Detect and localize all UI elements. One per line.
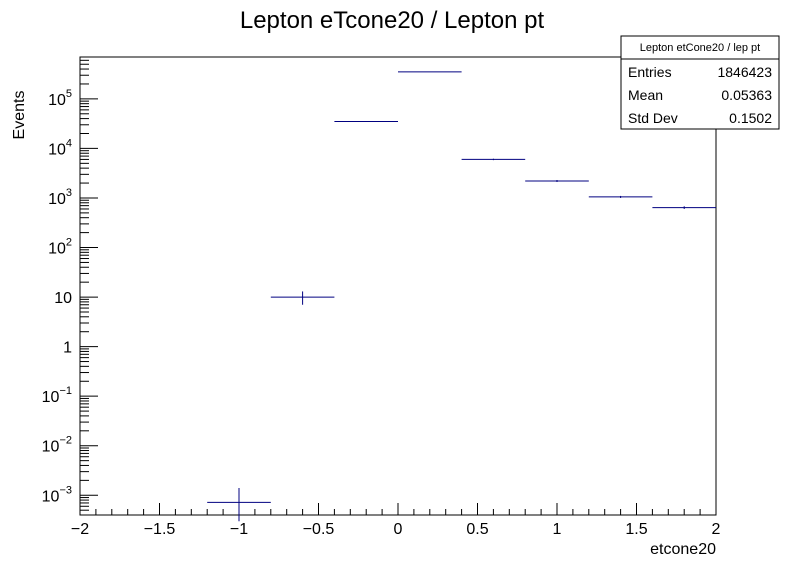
x-tick-label: 1.5 xyxy=(625,521,647,538)
y-tick-base: 1 xyxy=(63,340,72,357)
y-tick-label: 10−2 xyxy=(42,435,72,456)
y-tick-base: 10 xyxy=(42,488,60,505)
y-tick-label: 104 xyxy=(48,137,72,158)
y-tick-base: 10 xyxy=(42,389,60,406)
y-tick-label: 102 xyxy=(48,237,72,258)
y-tick-label: 1 xyxy=(63,340,72,357)
y-tick-base: 10 xyxy=(42,439,60,456)
y-tick-label: 10−3 xyxy=(42,484,72,505)
y-tick-label: 10−1 xyxy=(42,385,72,406)
stats-box-title: Lepton etCone20 / lep pt xyxy=(640,42,760,54)
stats-mean-value: 0.05363 xyxy=(721,87,772,103)
y-tick-exponent: 4 xyxy=(66,137,72,149)
y-tick-base: 10 xyxy=(48,241,66,258)
x-axis-label: etcone20 xyxy=(650,541,716,558)
x-tick-label: −1.5 xyxy=(144,521,176,538)
stats-stddev-label: Std Dev xyxy=(628,110,678,126)
x-tick-label: 0 xyxy=(394,521,403,538)
y-tick-exponent: 2 xyxy=(66,237,72,249)
y-tick-exponent: −1 xyxy=(59,385,72,397)
y-tick-base: 10 xyxy=(48,191,66,208)
x-tick-label: 0.5 xyxy=(466,521,488,538)
y-tick-exponent: 5 xyxy=(66,88,72,100)
x-tick-label: −0.5 xyxy=(303,521,335,538)
stats-box-frame xyxy=(620,35,780,130)
y-tick-base: 10 xyxy=(48,141,66,158)
y-tick-exponent: −2 xyxy=(59,435,72,447)
x-tick-label: 2 xyxy=(712,521,721,538)
stats-entries-label: Entries xyxy=(628,64,672,80)
y-tick-exponent: −3 xyxy=(59,484,72,496)
y-tick-label: 103 xyxy=(48,187,72,208)
y-axis-label: Events xyxy=(11,91,28,140)
histogram-bins xyxy=(207,71,716,522)
y-tick-base: 10 xyxy=(54,290,72,307)
stats-entries-value: 1846423 xyxy=(717,64,772,80)
y-tick-exponent: 3 xyxy=(66,187,72,199)
stats-box: Lepton etCone20 / lep pt Entries 1846423… xyxy=(620,35,780,130)
x-tick-label: −2 xyxy=(71,521,89,538)
y-tick-label: 10 xyxy=(54,290,72,307)
y-tick-label: 105 xyxy=(48,88,72,109)
stats-stddev-value: 0.1502 xyxy=(729,110,772,126)
y-tick-base: 10 xyxy=(48,92,66,109)
x-tick-label: −1 xyxy=(230,521,248,538)
x-tick-label: 1 xyxy=(553,521,562,538)
x-axis: −2 −1.5 −1 −0.5 0 0.5 1 1.5 2 xyxy=(71,503,721,538)
chart-title: Lepton eTcone20 / Lepton pt xyxy=(240,7,545,34)
stats-mean-label: Mean xyxy=(628,87,663,103)
